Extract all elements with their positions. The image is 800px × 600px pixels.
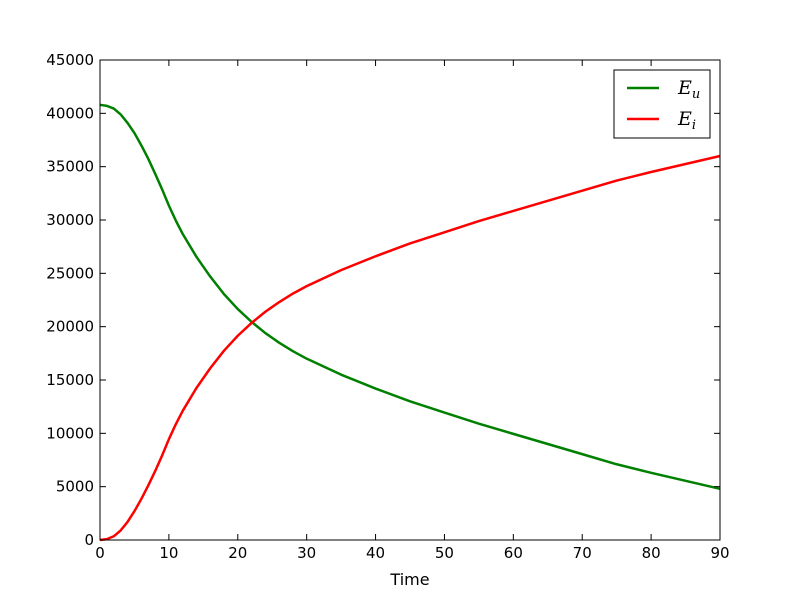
plot-area (100, 60, 720, 540)
y-tick-label: 15000 (46, 371, 94, 389)
x-tick-label: 70 (573, 544, 592, 562)
legend: Eu Ei (613, 69, 711, 139)
x-tick-label: 30 (297, 544, 316, 562)
x-tick-label: 0 (95, 544, 105, 562)
x-tick-label: 40 (366, 544, 385, 562)
y-tick-label: 5000 (56, 478, 94, 496)
y-tick-label: 25000 (46, 264, 94, 282)
legend-box (613, 69, 711, 139)
y-tick-label: 20000 (46, 318, 94, 336)
y-tick-label: 45000 (46, 51, 94, 69)
x-axis-label: Time (389, 570, 429, 589)
x-tick-label: 60 (504, 544, 523, 562)
y-tick-label: 30000 (46, 211, 94, 229)
y-tick-label: 35000 (46, 158, 94, 176)
legend-label-e-u: Eu (677, 77, 700, 102)
x-tick-label: 50 (435, 544, 454, 562)
x-tick-label: 10 (159, 544, 178, 562)
x-tick-label: 80 (642, 544, 661, 562)
series-line-e-i (99, 154, 721, 542)
x-tick-label: 20 (228, 544, 247, 562)
ticks-group: 0 10 20 30 40 50 60 70 80 90 0 5000 10000 15000 20000 2… (46, 51, 729, 562)
axes-frame (99, 59, 721, 541)
y-tick-label: 0 (84, 531, 94, 549)
x-tick-label: 90 (710, 544, 729, 562)
plot-background (100, 60, 720, 540)
series-group (99, 103, 721, 542)
y-tick-label: 10000 (46, 424, 94, 442)
legend-label-e-i: Ei (677, 108, 696, 133)
axes-group (99, 59, 721, 541)
y-tick-label: 40000 (46, 104, 94, 122)
